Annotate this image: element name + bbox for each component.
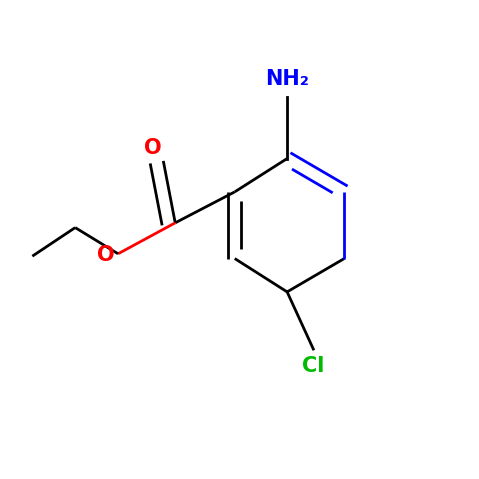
Text: O: O (97, 245, 115, 265)
Text: NH₂: NH₂ (265, 69, 309, 90)
Text: Cl: Cl (302, 356, 324, 376)
Text: O: O (144, 137, 161, 158)
